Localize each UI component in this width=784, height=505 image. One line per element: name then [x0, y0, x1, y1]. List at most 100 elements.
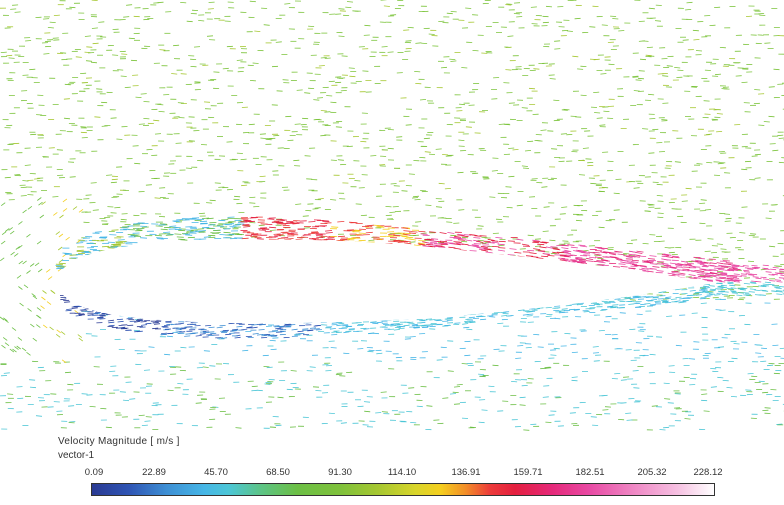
- velocity-vector: [439, 232, 447, 234]
- colorbar-tick: 68.50: [266, 467, 290, 478]
- velocity-vector: [652, 266, 660, 268]
- velocity-vector: [744, 267, 751, 269]
- velocity-vector: [769, 245, 776, 248]
- velocity-vector: [639, 268, 647, 271]
- velocity-vector: [691, 260, 699, 262]
- velocity-vector: [754, 266, 761, 269]
- velocity-vector: [459, 249, 467, 252]
- velocity-vector: [141, 424, 148, 426]
- velocity-vector: [246, 326, 253, 328]
- velocity-vector: [551, 148, 558, 150]
- velocity-vector: [186, 20, 193, 23]
- velocity-vector: [251, 385, 258, 387]
- velocity-vector: [690, 270, 698, 273]
- velocity-vector: [750, 282, 757, 284]
- velocity-vector: [532, 241, 540, 244]
- velocity-vector: [628, 253, 636, 256]
- velocity-vector: [716, 113, 723, 115]
- velocity-vector: [206, 202, 213, 204]
- velocity-vector: [24, 164, 31, 166]
- velocity-vector: [495, 237, 503, 239]
- velocity-vector: [390, 325, 397, 327]
- velocity-vector: [596, 264, 604, 267]
- velocity-vector: [78, 313, 85, 315]
- velocity-vector: [684, 418, 691, 420]
- velocity-vector: [642, 270, 650, 272]
- velocity-vector: [76, 242, 84, 244]
- velocity-vector: [464, 321, 471, 324]
- velocity-vector: [717, 285, 724, 287]
- velocity-vector: [543, 206, 550, 208]
- velocity-vector: [600, 251, 608, 254]
- velocity-vector: [55, 231, 61, 235]
- velocity-vector: [667, 402, 674, 404]
- velocity-vector: [53, 212, 58, 216]
- velocity-vector: [705, 272, 712, 275]
- velocity-vector: [615, 257, 623, 260]
- velocity-vector: [717, 162, 724, 165]
- velocity-vector: [661, 262, 669, 265]
- velocity-vector: [75, 56, 82, 58]
- velocity-vector: [256, 238, 264, 240]
- velocity-vector: [726, 276, 733, 278]
- velocity-vector: [269, 226, 277, 229]
- velocity-vector: [752, 267, 759, 269]
- velocity-vector: [261, 334, 268, 337]
- velocity-vector: [747, 268, 754, 270]
- velocity-vector: [593, 91, 600, 93]
- velocity-vector: [507, 254, 515, 256]
- velocity-vector: [507, 35, 514, 37]
- velocity-vector: [430, 240, 438, 242]
- velocity-vector: [440, 66, 448, 69]
- velocity-vector: [251, 389, 258, 392]
- velocity-vector: [537, 243, 545, 246]
- velocity-vector: [774, 272, 781, 274]
- velocity-vector: [778, 161, 784, 164]
- velocity-vector: [778, 286, 784, 288]
- velocity-vector: [136, 330, 143, 333]
- velocity-vector: [696, 271, 704, 274]
- velocity-vector: [706, 162, 713, 164]
- velocity-vector: [10, 251, 15, 256]
- velocity-vector: [418, 243, 426, 246]
- velocity-vector: [469, 426, 477, 428]
- velocity-vector: [646, 46, 653, 48]
- velocity-vector: [762, 391, 769, 394]
- velocity-vector: [251, 236, 258, 238]
- velocity-vector: [570, 246, 578, 249]
- velocity-vector: [302, 328, 309, 330]
- velocity-vector: [80, 126, 87, 128]
- velocity-vector: [324, 230, 333, 232]
- velocity-vector: [23, 284, 29, 289]
- velocity-vector: [576, 258, 584, 261]
- velocity-vector: [58, 233, 64, 238]
- velocity-vector: [41, 201, 46, 206]
- velocity-vector: [153, 323, 161, 325]
- velocity-vector: [8, 57, 15, 59]
- velocity-vector: [134, 162, 141, 165]
- velocity-vector: [583, 310, 590, 313]
- velocity-vector: [29, 68, 36, 71]
- velocity-vector: [771, 285, 779, 287]
- velocity-vector: [447, 232, 455, 234]
- velocity-vector: [462, 323, 469, 325]
- velocity-vector: [186, 230, 194, 232]
- velocity-vector: [251, 233, 259, 235]
- velocity-vector: [461, 235, 469, 238]
- velocity-vector: [775, 290, 783, 292]
- velocity-vector: [730, 396, 738, 398]
- velocity-vector: [280, 329, 287, 331]
- velocity-vector: [635, 79, 642, 81]
- velocity-vector: [349, 75, 356, 78]
- velocity-vector: [686, 1, 693, 4]
- velocity-vector: [235, 427, 242, 429]
- velocity-vector: [152, 327, 159, 330]
- velocity-vector: [650, 299, 658, 301]
- velocity-vector: [101, 245, 110, 248]
- velocity-vector: [99, 318, 106, 320]
- velocity-vector: [414, 199, 421, 201]
- velocity-vector: [449, 393, 457, 395]
- velocity-vector: [710, 265, 717, 267]
